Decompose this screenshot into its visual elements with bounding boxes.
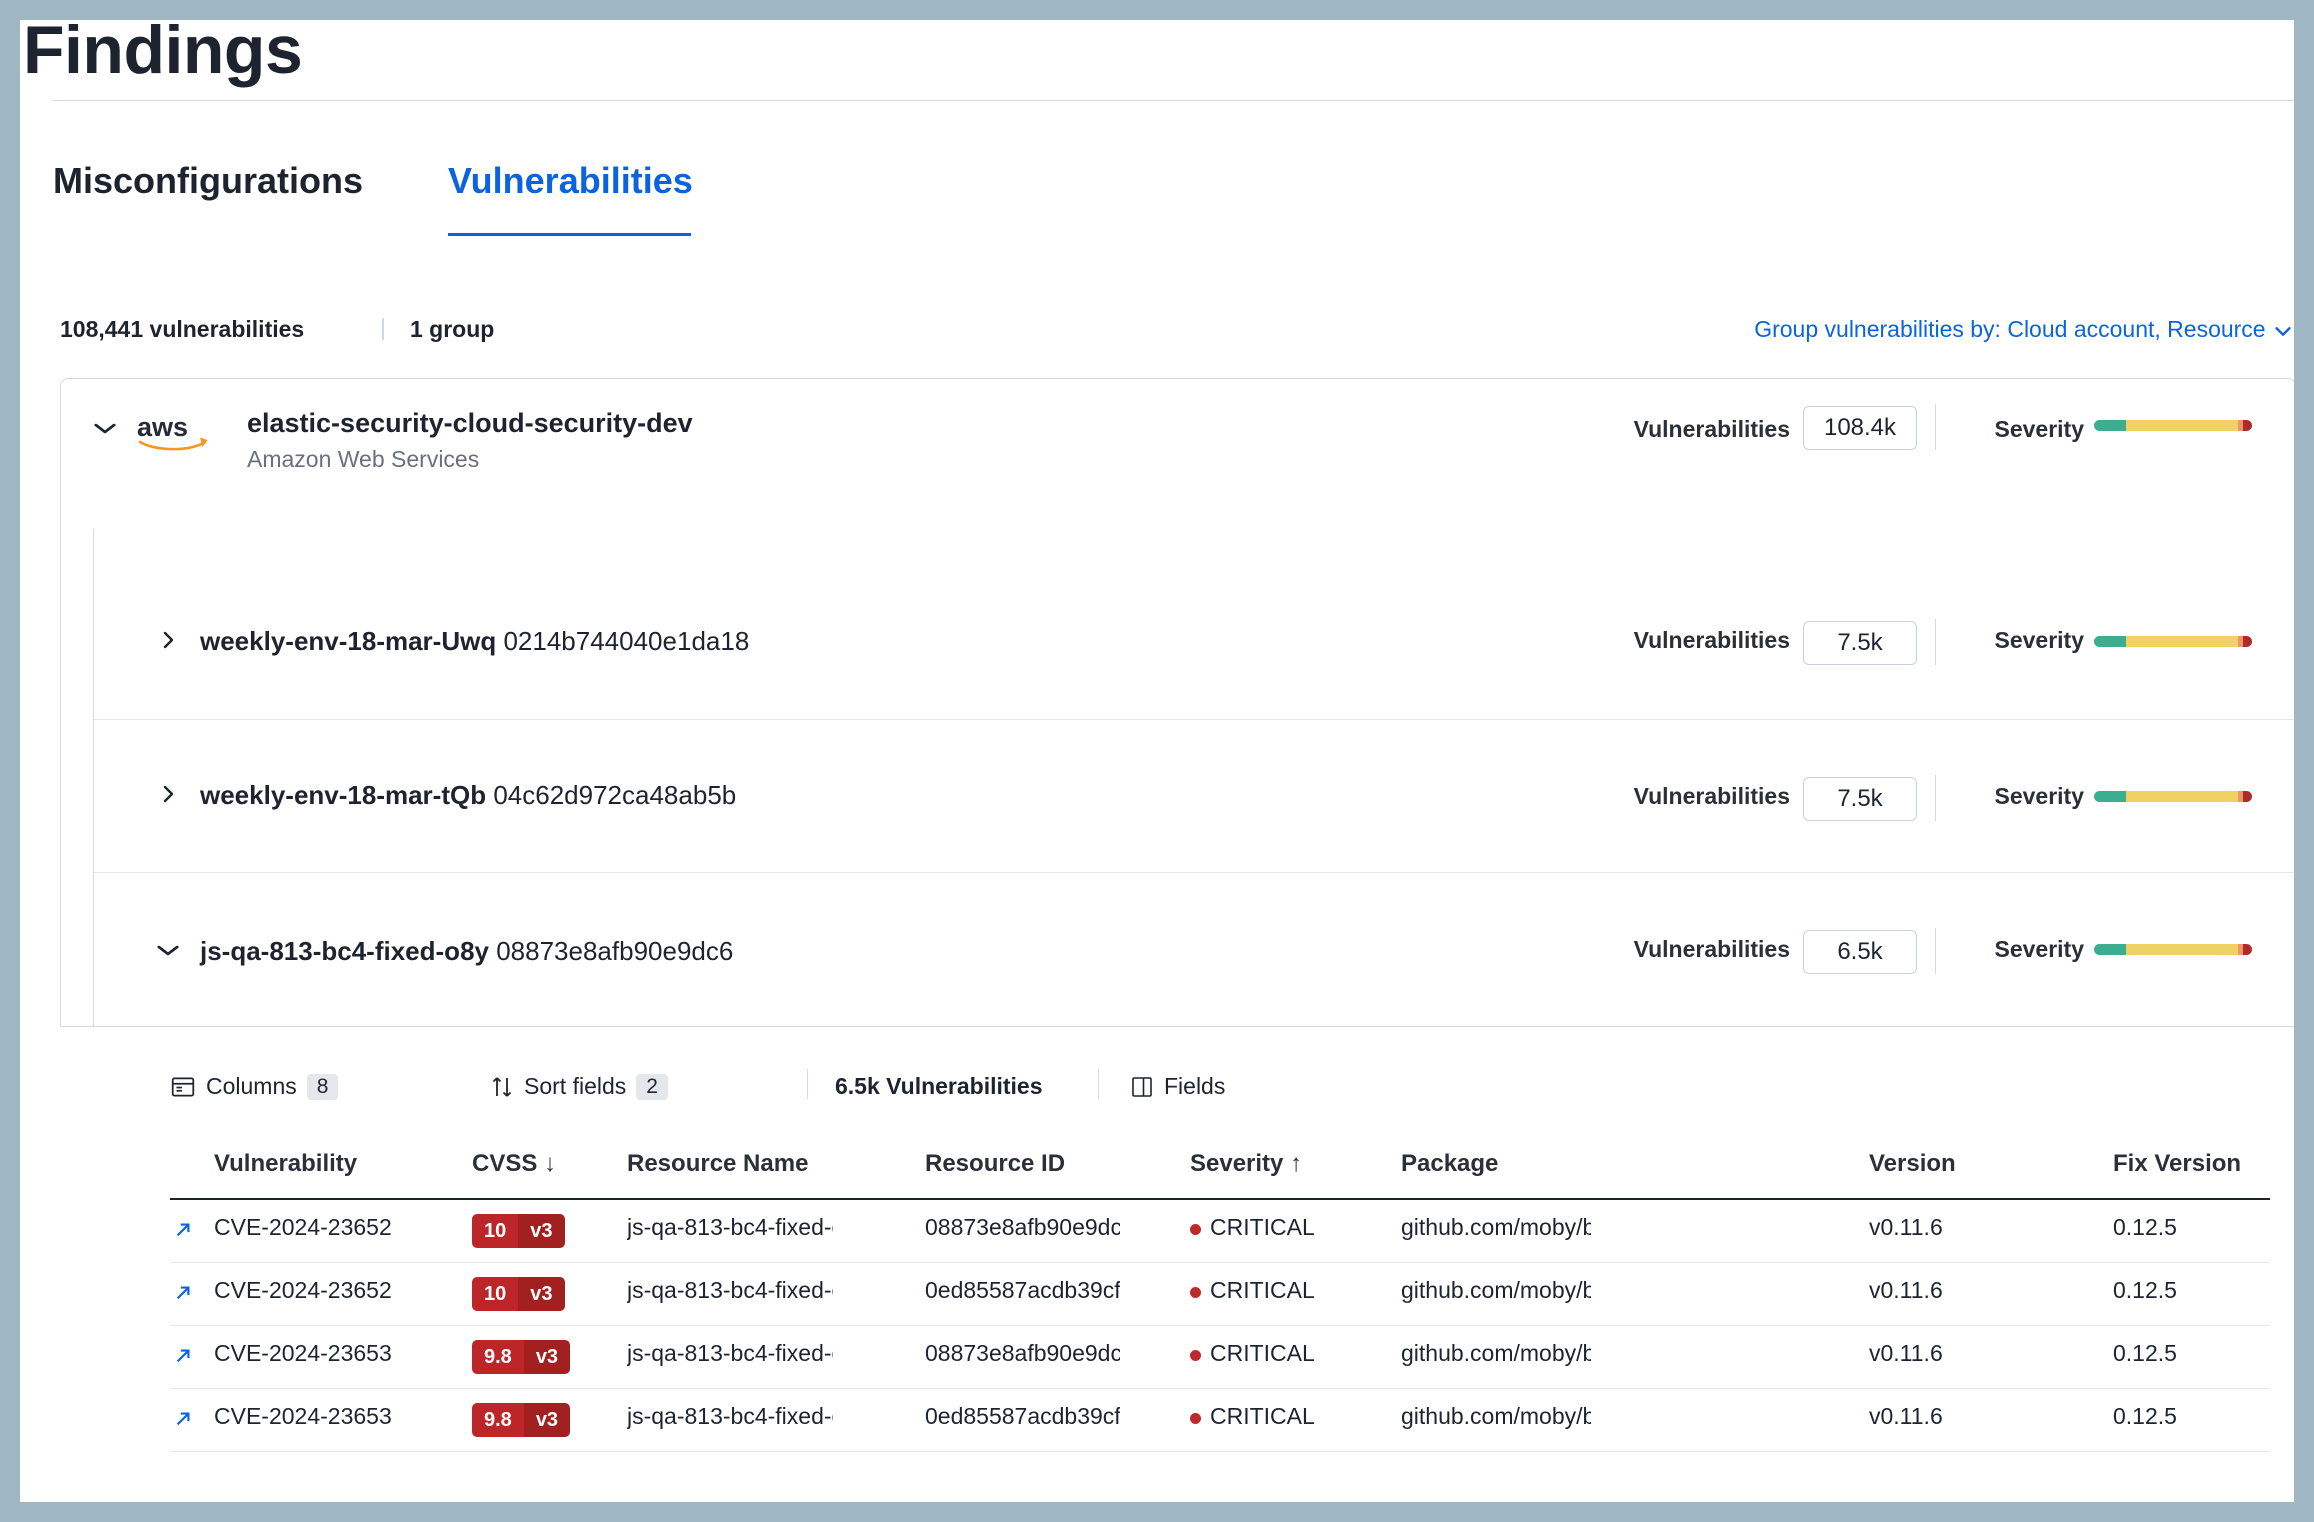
svg-text:aws: aws (137, 412, 188, 442)
